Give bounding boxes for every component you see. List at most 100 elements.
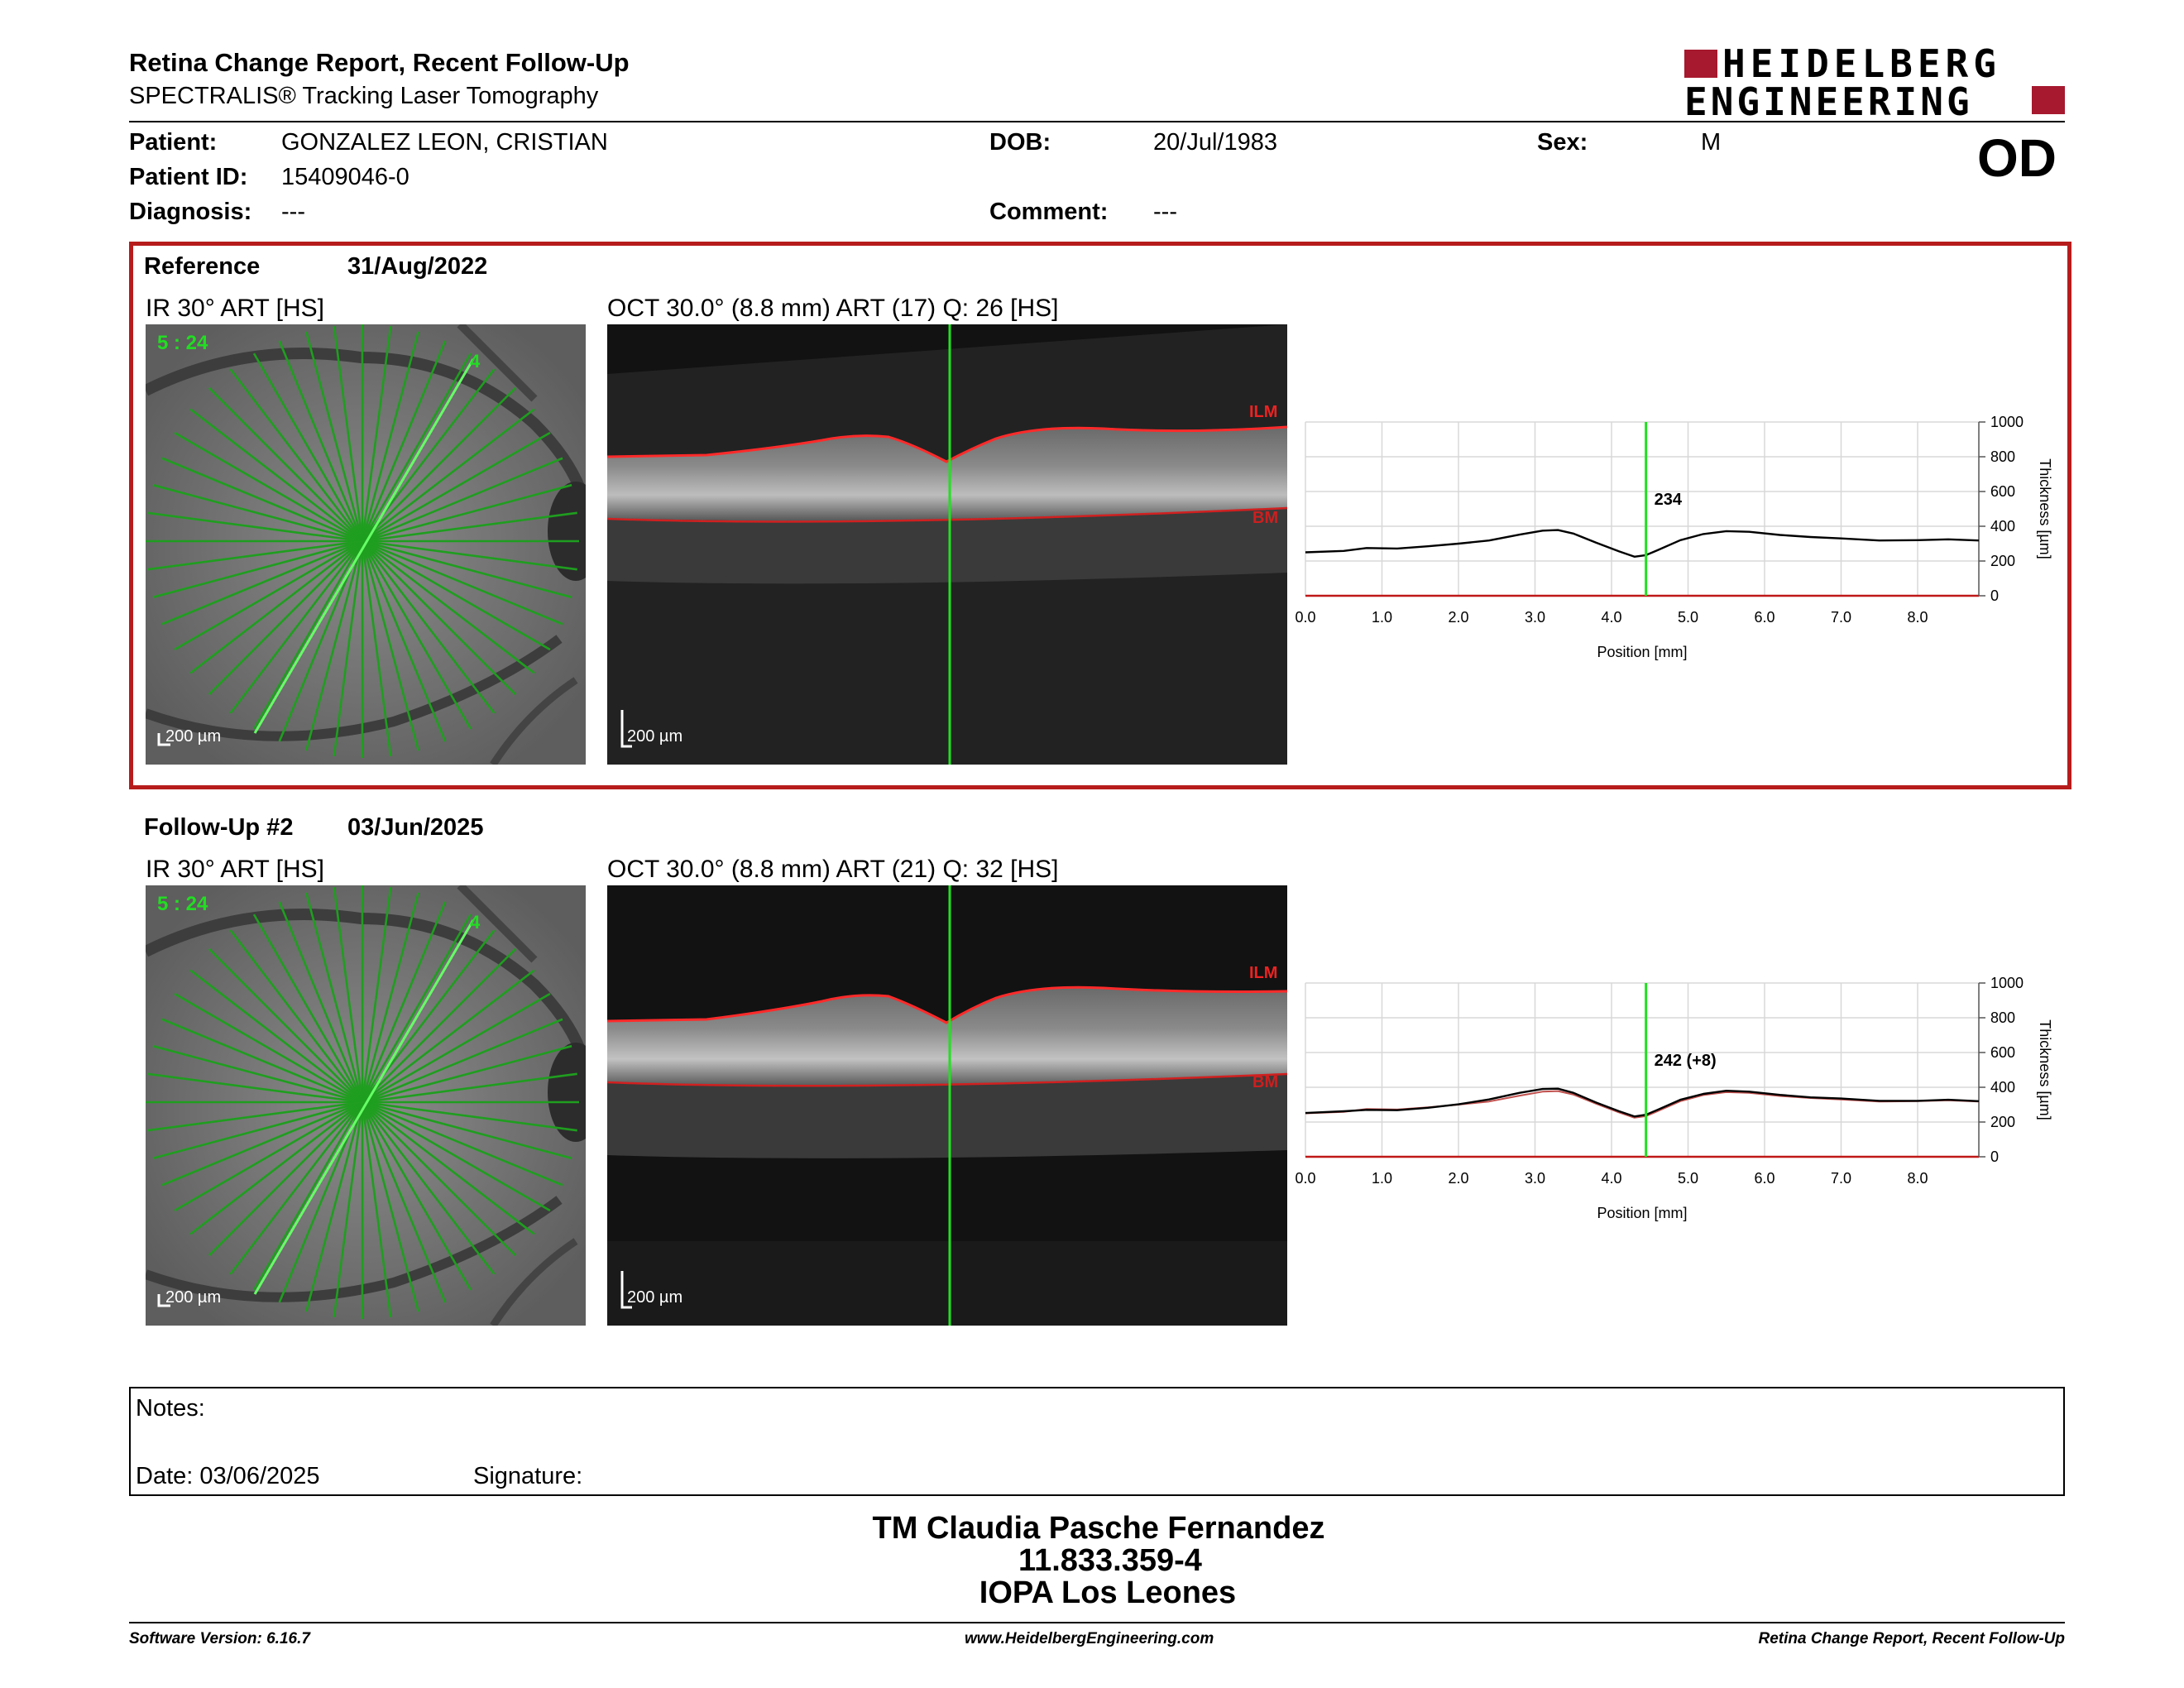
y-tick-label: 600 [1990, 1044, 2015, 1061]
followup-label: Follow-Up #2 [144, 814, 294, 841]
y-axis-label: Thickness [µm] [2037, 458, 2053, 559]
patient-id-label: Patient ID: [129, 164, 248, 190]
x-tick-label: 0.0 [1295, 1170, 1315, 1187]
x-tick-label: 5.0 [1678, 609, 1698, 626]
followup-ir-label: IR 30° ART [HS] [146, 856, 324, 883]
y-tick-label: 600 [1990, 483, 2015, 500]
reference-ir-scale: 200 µm [165, 727, 221, 746]
followup-ir-image[interactable]: 5 : 24 4 200 µm [146, 885, 586, 1326]
x-tick-label: 3.0 [1525, 609, 1545, 626]
comment-label: Comment: [989, 199, 1109, 225]
footer-divider [129, 1622, 2065, 1623]
scan-spoke [147, 511, 577, 571]
thickness-series-line [1305, 1090, 1980, 1119]
y-tick-label: 200 [1990, 1114, 2015, 1130]
footer-report-name: Retina Change Report, Recent Follow-Up [1758, 1630, 2065, 1647]
dob-label: DOB: [989, 129, 1051, 156]
followup-thickness-chart[interactable]: 0.0 1.0 2.0 3.0 4.0 5.0 6.0 7.0 8.0 0 200 400 600 800… [1291, 966, 2076, 1240]
followup-scan-index: 5 : 24 [157, 893, 208, 915]
cursor-thickness-value: 234 [1655, 491, 1683, 509]
comment-value: --- [1153, 199, 1177, 225]
eye-indicator: OD [1977, 128, 2057, 188]
y-axis-label: Thickness [µm] [2037, 1019, 2053, 1120]
thickness-series-line [1305, 529, 1980, 559]
sex-value: M [1701, 129, 1722, 156]
y-tick-label: 1000 [1990, 414, 2024, 430]
x-tick-label: 1.0 [1372, 1170, 1392, 1187]
followup-ilm-label: ILM [1249, 964, 1277, 982]
y-tick-label: 400 [1990, 1079, 2015, 1096]
followup-date: 03/Jun/2025 [347, 814, 484, 841]
logo-line2: ENGINEERING [1684, 79, 1973, 124]
reference-oct-scale: 200 µm [627, 727, 682, 746]
x-tick-label: 0.0 [1295, 609, 1315, 626]
diagnosis-label: Diagnosis: [129, 199, 252, 225]
x-tick-label: 1.0 [1372, 609, 1392, 626]
selected-scan-line[interactable] [253, 919, 475, 1295]
x-tick-label: 4.0 [1601, 1170, 1621, 1187]
selected-scan-line[interactable] [253, 358, 475, 734]
x-tick-label: 7.0 [1831, 609, 1851, 626]
signer-org: IOPA Los Leones [979, 1575, 1237, 1610]
y-tick-label: 0 [1990, 1149, 1999, 1165]
reference-oct-label: OCT 30.0° (8.8 mm) ART (17) Q: 26 [HS] [607, 295, 1059, 322]
thickness-series-line [1305, 1087, 1980, 1118]
followup-bm-label: BM [1252, 1073, 1278, 1091]
signer-id: 11.833.359-4 [1018, 1543, 1202, 1578]
patient-label: Patient: [129, 129, 218, 156]
reference-scan-marker: 4 [470, 351, 481, 372]
report-subtitle: SPECTRALIS® Tracking Laser Tomography [129, 83, 599, 109]
report-title: Retina Change Report, Recent Follow-Up [129, 48, 630, 77]
scan-spoke [147, 1072, 577, 1132]
x-axis-label: Position [mm] [1597, 644, 1687, 660]
x-tick-label: 8.0 [1907, 1170, 1928, 1187]
signer-block: TM Claudia Pasche Fernandez 11.833.359-4… [579, 1511, 1618, 1611]
x-tick-label: 5.0 [1678, 1170, 1698, 1187]
reference-date: 31/Aug/2022 [347, 253, 488, 280]
x-tick-label: 6.0 [1754, 1170, 1774, 1187]
y-tick-label: 1000 [1990, 975, 2024, 991]
x-tick-label: 2.0 [1448, 1170, 1468, 1187]
followup-scan-marker: 4 [470, 912, 481, 933]
sex-label: Sex: [1537, 129, 1588, 156]
patient-value: GONZALEZ LEON, CRISTIAN [281, 129, 608, 156]
diagnosis-value: --- [281, 199, 305, 225]
x-tick-label: 8.0 [1907, 609, 1928, 626]
heidelberg-logo: HEIDELBERG ENGINEERING [1684, 41, 2065, 124]
reference-label: Reference [144, 253, 261, 280]
reference-panel [129, 242, 2071, 789]
followup-oct-label: OCT 30.0° (8.8 mm) ART (21) Q: 32 [HS] [607, 856, 1059, 883]
reference-ir-label: IR 30° ART [HS] [146, 295, 324, 322]
logo-line1: HEIDELBERG [1722, 41, 2001, 86]
reference-oct-image[interactable]: ILM BM 200 µm [607, 324, 1287, 765]
y-tick-label: 400 [1990, 518, 2015, 535]
patient-id-value: 15409046-0 [281, 164, 410, 190]
reference-bm-label: BM [1252, 509, 1278, 527]
x-tick-label: 3.0 [1525, 1170, 1545, 1187]
footer-software: Software Version: 6.16.7 [129, 1630, 310, 1647]
signer-name: TM Claudia Pasche Fernandez [872, 1511, 1325, 1546]
notes-date: Date: 03/06/2025 [136, 1463, 320, 1489]
notes-signature-label: Signature: [473, 1463, 583, 1489]
footer-website[interactable]: www.HeidelbergEngineering.com [965, 1630, 1214, 1647]
x-axis-label: Position [mm] [1597, 1205, 1687, 1221]
dob-value: 20/Jul/1983 [1153, 129, 1277, 156]
reference-ir-image[interactable]: 5 : 24 4 200 µm [146, 324, 586, 765]
y-tick-label: 800 [1990, 1009, 2015, 1026]
reference-ilm-label: ILM [1249, 403, 1277, 421]
x-tick-label: 6.0 [1754, 609, 1774, 626]
y-tick-label: 800 [1990, 448, 2015, 465]
y-tick-label: 0 [1990, 587, 1999, 604]
reference-thickness-chart[interactable]: 0.0 1.0 2.0 3.0 4.0 5.0 6.0 7.0 8.0 0 200 400 600 800… [1291, 405, 2076, 679]
followup-ir-scale: 200 µm [165, 1288, 221, 1307]
x-tick-label: 7.0 [1831, 1170, 1851, 1187]
followup-oct-image[interactable]: ILM BM 200 µm [607, 885, 1287, 1326]
cursor-thickness-value: 242 (+8) [1655, 1052, 1717, 1070]
x-tick-label: 4.0 [1601, 609, 1621, 626]
notes-label: Notes: [136, 1395, 205, 1422]
notes-box[interactable]: Notes: Date: 03/06/2025 Signature: [129, 1387, 2065, 1496]
header-divider [129, 121, 2065, 122]
followup-oct-scale: 200 µm [627, 1288, 682, 1307]
reference-scan-index: 5 : 24 [157, 332, 208, 354]
y-tick-label: 200 [1990, 553, 2015, 569]
